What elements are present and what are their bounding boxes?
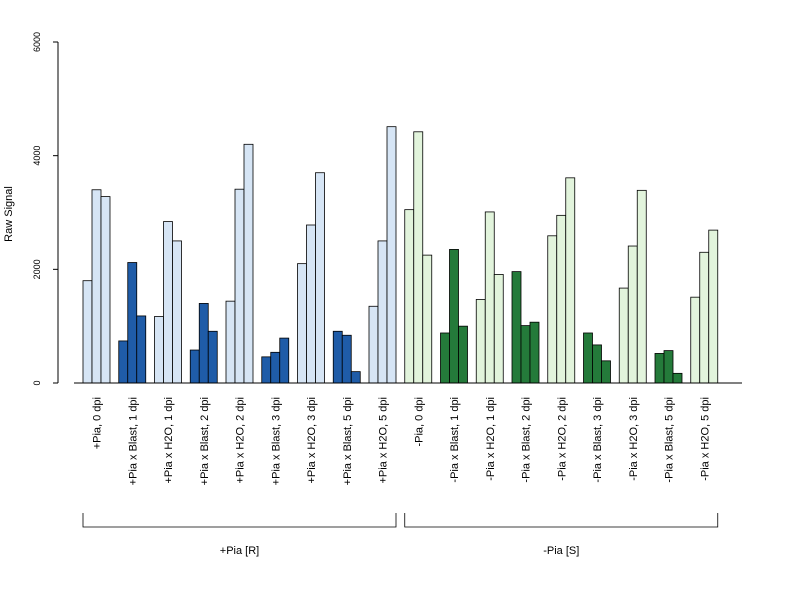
bar: [118, 340, 129, 384]
group-bracket: [82, 513, 397, 528]
category-label: +Pia x Blast, 1 dpi: [127, 397, 139, 485]
bars: [82, 126, 719, 384]
category-label: -Pia x H2O, 2 dpi: [556, 397, 568, 481]
bar: [654, 353, 665, 384]
category-label: +Pia x H2O, 3 dpi: [306, 397, 318, 484]
bar: [172, 240, 182, 384]
category-label: +Pia x Blast, 5 dpi: [342, 397, 354, 485]
category-label: -Pia x Blast, 5 dpi: [664, 397, 676, 483]
bar: [341, 334, 352, 384]
bar: [449, 249, 459, 384]
bar: [565, 177, 576, 384]
category-label: -Pia x Blast, 1 dpi: [449, 397, 461, 483]
group-label: +Pia [R]: [220, 545, 259, 557]
bar: [315, 172, 325, 384]
category-label: +Pia x H2O, 2 dpi: [235, 397, 247, 484]
bar: [100, 196, 111, 384]
bar: [261, 356, 272, 384]
bar: [368, 305, 379, 384]
bar: [404, 209, 415, 384]
group-brackets: +Pia [R] -Pia [S]: [82, 513, 719, 557]
bar: [699, 251, 710, 384]
bar: [386, 126, 397, 384]
y-axis-title: Raw Signal: [3, 186, 15, 242]
bar: [154, 316, 164, 384]
bar: [279, 337, 290, 384]
bar: [207, 330, 218, 384]
bar: [377, 240, 388, 384]
category-label: +Pia x Blast, 3 dpi: [270, 397, 282, 485]
bar: [163, 221, 173, 384]
group-label: -Pia [S]: [543, 545, 579, 557]
category-label: +Pia, 0 dpi: [92, 397, 104, 449]
category-label: -Pia x H2O, 5 dpi: [699, 397, 711, 481]
bar: [189, 349, 200, 384]
bar: [636, 189, 647, 384]
category-label: +Pia x H2O, 1 dpi: [163, 397, 175, 484]
y-axis: 0 2000 4000 6000: [32, 32, 59, 386]
bar: [484, 211, 495, 384]
y-tick-label: 6000: [32, 32, 42, 52]
bar: [556, 214, 567, 384]
bar: [198, 303, 209, 384]
y-tick-label: 2000: [32, 259, 42, 279]
category-label: -Pia x Blast, 2 dpi: [521, 397, 533, 483]
bar: [306, 224, 316, 384]
bar: [225, 300, 236, 384]
bar: [520, 325, 531, 384]
bar: [690, 296, 701, 384]
category-label: -Pia x H2O, 1 dpi: [485, 397, 497, 481]
bar: [618, 287, 629, 384]
bar: [440, 332, 450, 384]
category-label: -Pia, 0 dpi: [413, 397, 425, 447]
y-tick-label: 0: [32, 380, 42, 385]
bar: [270, 351, 281, 384]
bar: [708, 229, 719, 384]
bar: [127, 262, 138, 384]
category-labels: +Pia, 0 dpi +Pia x Blast, 1 dpi +Pia x H2O…: [92, 397, 712, 485]
bar: [82, 280, 93, 384]
bar: [458, 325, 468, 384]
bar: [663, 350, 674, 384]
category-label: -Pia x H2O, 3 dpi: [628, 397, 640, 481]
bar: [422, 254, 433, 384]
bar: [547, 235, 558, 384]
y-tick-label: 4000: [32, 146, 42, 166]
bar: [332, 330, 343, 384]
bar: [592, 344, 602, 384]
bar: [511, 271, 522, 384]
bar: [529, 321, 540, 384]
bar: [601, 360, 611, 384]
group-bracket: [404, 513, 719, 528]
bar: [672, 372, 683, 384]
bar: [413, 131, 424, 384]
bar: [91, 189, 102, 384]
bar: [493, 274, 504, 384]
bar: [350, 371, 361, 384]
bar: [583, 332, 593, 384]
bar: [234, 188, 245, 384]
bar: [475, 299, 486, 384]
bar: [627, 245, 638, 384]
category-label: +Pia x Blast, 2 dpi: [199, 397, 211, 485]
category-label: -Pia x Blast, 3 dpi: [592, 397, 604, 483]
bar: [243, 143, 254, 384]
bar: [297, 263, 307, 384]
bar: [136, 315, 147, 384]
category-label: +Pia x H2O, 5 dpi: [378, 397, 390, 484]
